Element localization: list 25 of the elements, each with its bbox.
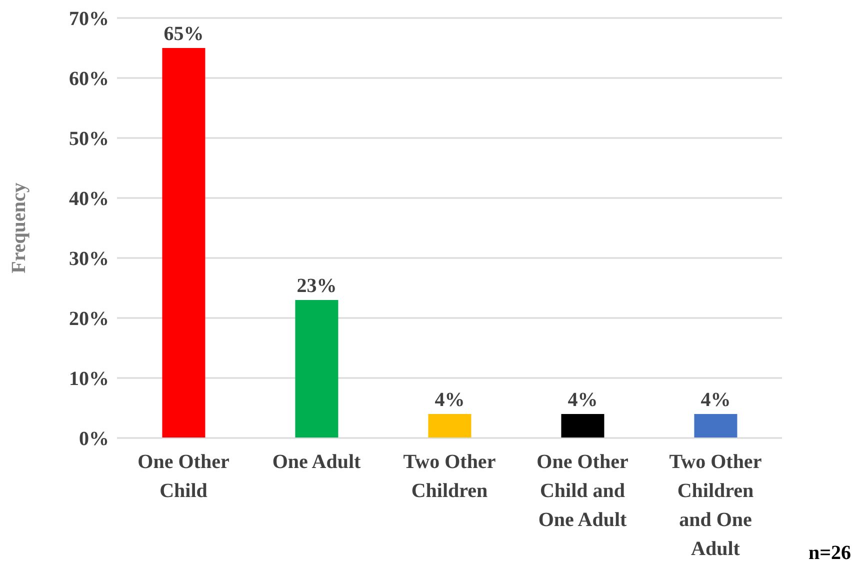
x-tick-label: One Adult <box>272 451 362 473</box>
bar <box>162 48 206 438</box>
bar <box>694 414 738 438</box>
y-tick-label: 10% <box>69 368 109 390</box>
x-tick-label: Two Other Children and One Adult <box>669 451 762 560</box>
data-label: 4% <box>568 389 598 411</box>
y-tick-label: 30% <box>69 248 109 270</box>
data-label: 4% <box>434 389 465 411</box>
data-label: 23% <box>296 275 337 297</box>
x-tick-label: One Other Child and One Adult <box>536 451 628 531</box>
y-tick-label: 50% <box>69 128 109 150</box>
data-label: 4% <box>700 389 731 411</box>
text: n=26 <box>808 542 851 565</box>
y-tick-label: 60% <box>69 68 109 90</box>
x-tick-label: Two Other Children <box>403 451 496 502</box>
y-tick-label: 70% <box>69 8 109 30</box>
data-label: 65% <box>164 23 204 45</box>
bar <box>295 300 338 438</box>
bar <box>428 414 472 438</box>
y-tick-label: 20% <box>69 308 109 330</box>
y-tick-label: 0% <box>79 428 109 450</box>
bar <box>561 414 604 438</box>
x-tick-label: One Other Child <box>138 451 230 502</box>
y-tick-label: 40% <box>69 188 109 210</box>
y-axis-title: Frequency <box>8 182 30 274</box>
